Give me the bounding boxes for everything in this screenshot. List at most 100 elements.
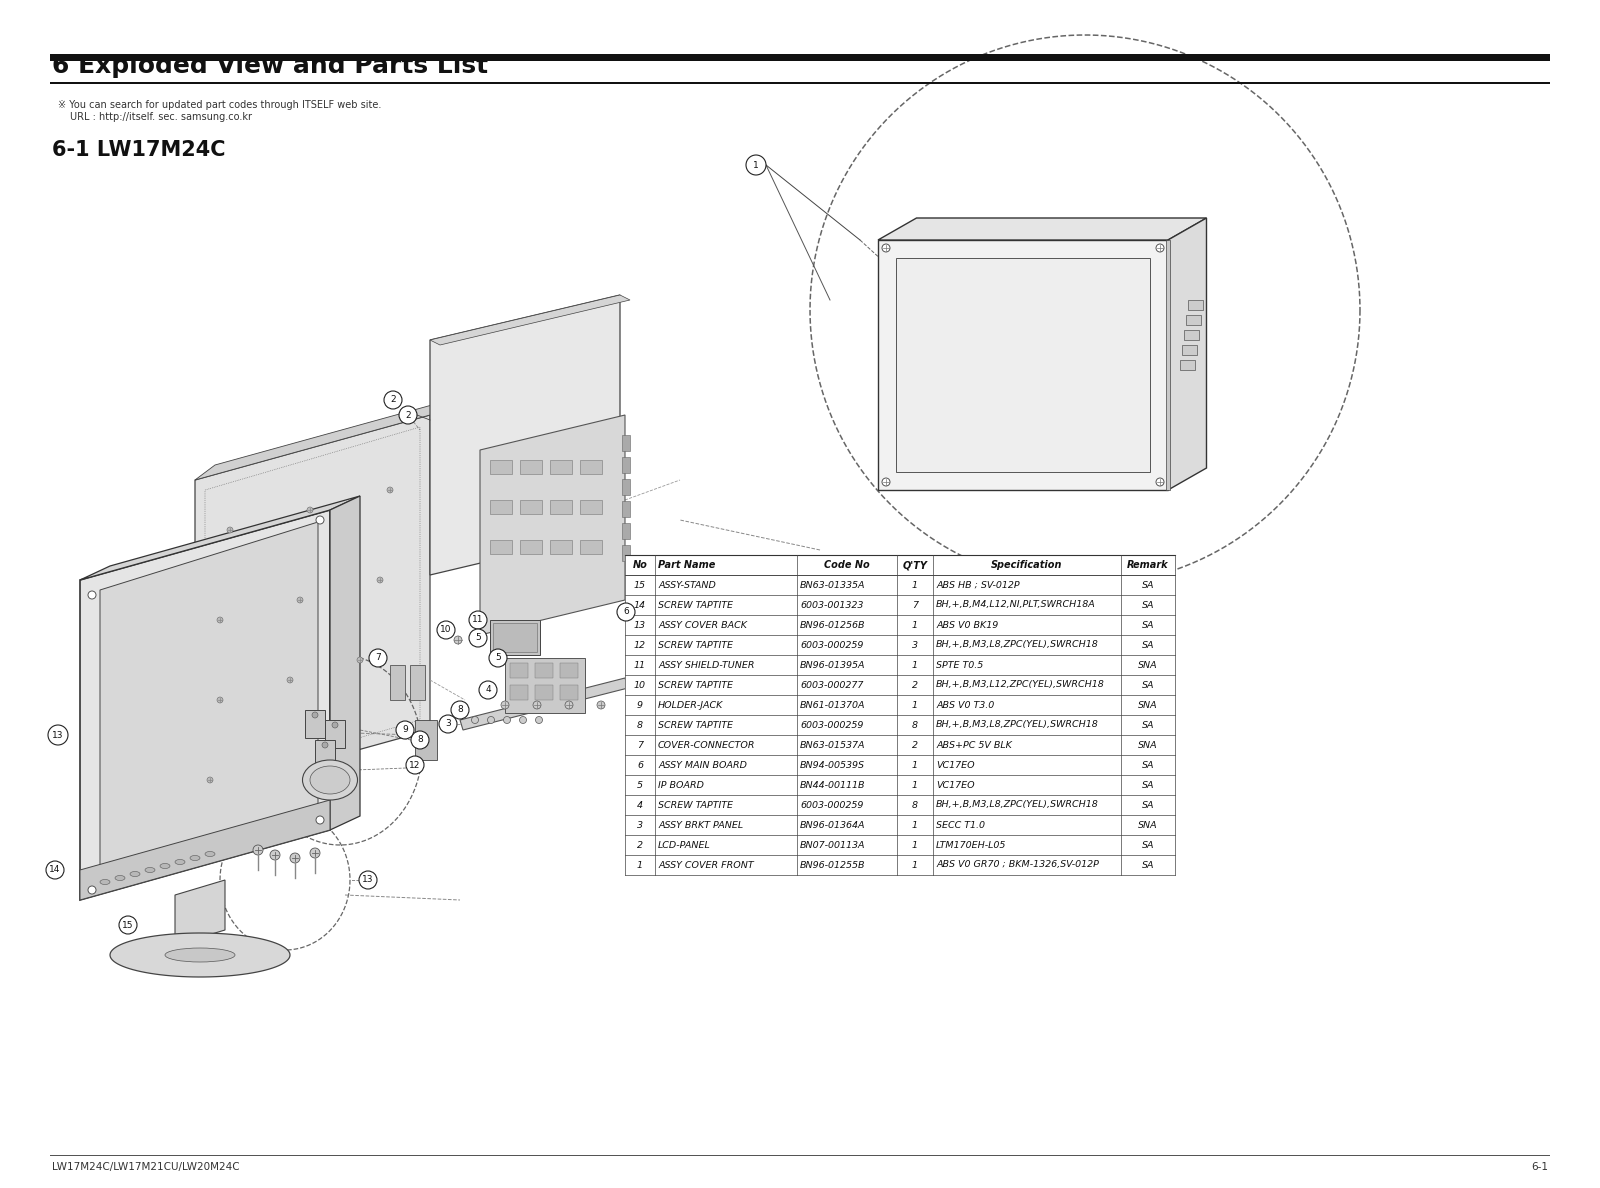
Ellipse shape <box>205 852 214 857</box>
Text: No: No <box>632 560 648 570</box>
Circle shape <box>206 777 213 783</box>
Text: 7: 7 <box>912 600 918 609</box>
Text: 14: 14 <box>634 600 646 609</box>
Bar <box>414 720 437 760</box>
Circle shape <box>565 701 573 709</box>
Circle shape <box>317 816 323 824</box>
Text: 6-1: 6-1 <box>1531 1162 1549 1173</box>
Text: 5: 5 <box>475 633 482 643</box>
Text: 12: 12 <box>634 640 646 650</box>
Text: 13: 13 <box>362 876 374 885</box>
Text: SCREW TAPTITE: SCREW TAPTITE <box>658 600 733 609</box>
Circle shape <box>533 701 541 709</box>
Ellipse shape <box>130 872 141 877</box>
Text: SA: SA <box>1142 781 1154 790</box>
Circle shape <box>472 716 478 723</box>
Text: 10: 10 <box>440 626 451 634</box>
Text: SA: SA <box>1142 640 1154 650</box>
Ellipse shape <box>160 864 170 868</box>
Circle shape <box>358 871 378 889</box>
Text: VC17EO: VC17EO <box>936 760 974 770</box>
Bar <box>622 479 630 495</box>
Bar <box>1187 301 1203 310</box>
Text: 2: 2 <box>637 840 643 849</box>
Circle shape <box>411 731 429 748</box>
Text: ABS V0 T3.0: ABS V0 T3.0 <box>936 701 994 709</box>
Text: 1: 1 <box>912 760 918 770</box>
Text: ASSY COVER BACK: ASSY COVER BACK <box>658 620 747 630</box>
Text: SCREW TAPTITE: SCREW TAPTITE <box>658 640 733 650</box>
Text: BH,+,B,M3,L8,ZPC(YEL),SWRCH18: BH,+,B,M3,L8,ZPC(YEL),SWRCH18 <box>936 801 1099 809</box>
Text: BN61-01370A: BN61-01370A <box>800 701 866 709</box>
Bar <box>579 460 602 474</box>
Text: 2: 2 <box>405 411 411 419</box>
Bar <box>390 665 405 700</box>
Text: ASSY MAIN BOARD: ASSY MAIN BOARD <box>658 760 747 770</box>
Text: SPTE T0.5: SPTE T0.5 <box>936 661 984 670</box>
Text: 11: 11 <box>634 661 646 670</box>
Circle shape <box>1155 478 1165 486</box>
Circle shape <box>298 598 302 604</box>
Circle shape <box>397 721 414 739</box>
Text: SNA: SNA <box>1138 661 1158 670</box>
Text: LW17M24C/LW17M21CU/LW20M24C: LW17M24C/LW17M21CU/LW20M24C <box>51 1162 240 1173</box>
Text: COVER-CONNECTOR: COVER-CONNECTOR <box>658 740 755 750</box>
Text: SCREW TAPTITE: SCREW TAPTITE <box>658 801 733 809</box>
Bar <box>626 715 1174 735</box>
Circle shape <box>451 701 469 719</box>
Circle shape <box>520 716 526 723</box>
Text: 5: 5 <box>637 781 643 790</box>
Text: BN96-01395A: BN96-01395A <box>800 661 866 670</box>
Text: ASSY COVER FRONT: ASSY COVER FRONT <box>658 860 754 870</box>
Ellipse shape <box>302 760 357 800</box>
Text: SA: SA <box>1142 840 1154 849</box>
Bar <box>520 460 542 474</box>
Bar <box>626 735 1174 756</box>
Text: 6: 6 <box>637 760 643 770</box>
Bar <box>490 541 512 554</box>
Bar <box>626 835 1174 855</box>
Circle shape <box>322 742 328 748</box>
Text: 9: 9 <box>637 701 643 709</box>
Bar <box>534 663 554 678</box>
Bar <box>626 675 1174 695</box>
Bar <box>622 523 630 539</box>
Circle shape <box>501 701 509 709</box>
Text: BN94-00539S: BN94-00539S <box>800 760 866 770</box>
Text: BH,+,B,M3,L8,ZPC(YEL),SWRCH18: BH,+,B,M3,L8,ZPC(YEL),SWRCH18 <box>936 720 1099 729</box>
Circle shape <box>378 577 382 583</box>
Text: 2: 2 <box>912 740 918 750</box>
Circle shape <box>472 636 480 644</box>
Bar <box>626 575 1174 595</box>
Text: SCREW TAPTITE: SCREW TAPTITE <box>658 681 733 689</box>
Text: 1: 1 <box>637 860 643 870</box>
Circle shape <box>536 716 542 723</box>
Bar <box>626 636 1174 655</box>
Text: 1: 1 <box>912 821 918 829</box>
Text: 8: 8 <box>418 735 422 745</box>
Text: 1: 1 <box>912 781 918 790</box>
Polygon shape <box>461 678 627 729</box>
Text: 15: 15 <box>122 921 134 929</box>
Text: SA: SA <box>1142 860 1154 870</box>
Text: 3: 3 <box>912 640 918 650</box>
Circle shape <box>46 861 64 879</box>
Bar <box>534 685 554 700</box>
Bar <box>622 435 630 451</box>
Polygon shape <box>174 880 226 944</box>
Text: LCD-PANEL: LCD-PANEL <box>658 840 710 849</box>
Text: BN96-01364A: BN96-01364A <box>800 821 866 829</box>
Text: VC17EO: VC17EO <box>936 781 974 790</box>
Bar <box>896 258 1150 472</box>
Text: 6003-001323: 6003-001323 <box>800 600 864 609</box>
Bar <box>626 655 1174 675</box>
Text: 7: 7 <box>374 653 381 663</box>
Circle shape <box>882 244 890 252</box>
Circle shape <box>307 507 314 513</box>
Text: SA: SA <box>1142 801 1154 809</box>
Text: SA: SA <box>1142 620 1154 630</box>
Text: 2: 2 <box>390 396 395 404</box>
Text: 6003-000277: 6003-000277 <box>800 681 864 689</box>
Circle shape <box>882 478 890 486</box>
Circle shape <box>478 681 498 699</box>
